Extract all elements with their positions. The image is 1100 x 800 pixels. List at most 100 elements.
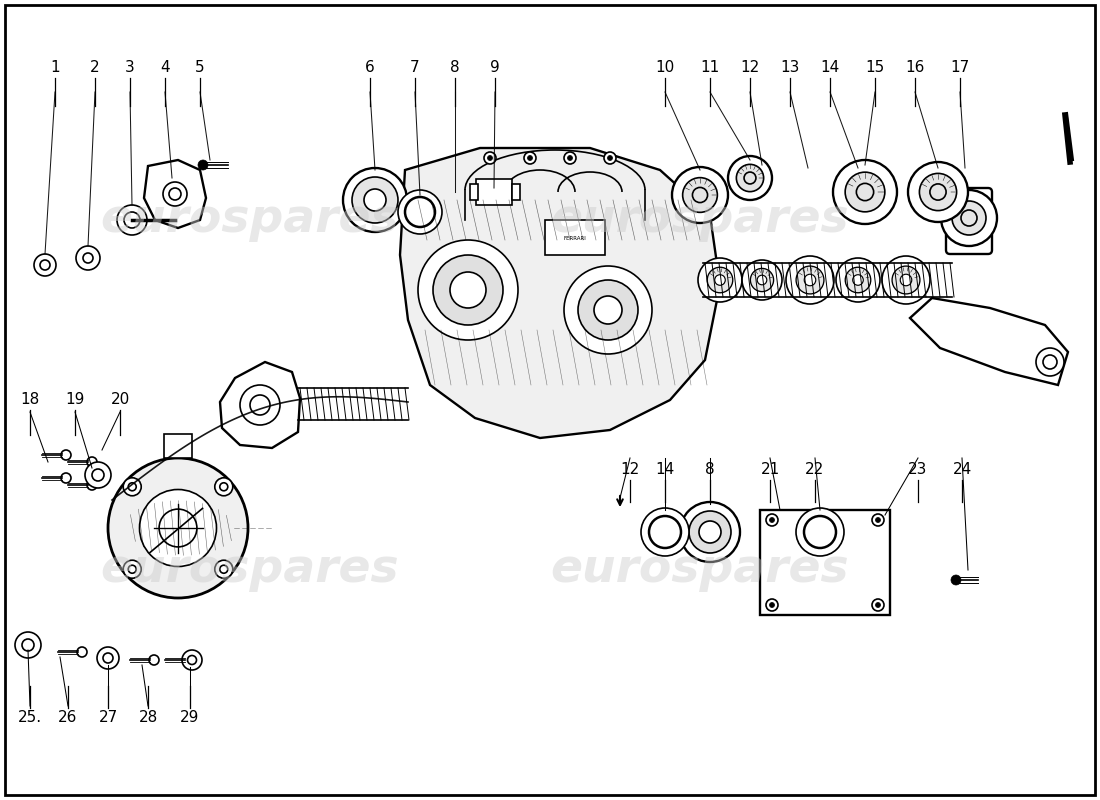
Circle shape [564, 266, 652, 354]
Circle shape [770, 602, 774, 607]
Circle shape [578, 280, 638, 340]
Circle shape [836, 258, 880, 302]
Circle shape [352, 177, 398, 223]
Circle shape [97, 647, 119, 669]
Bar [164, 434, 192, 458]
Text: 27: 27 [98, 710, 118, 726]
Circle shape [184, 655, 194, 665]
Circle shape [715, 274, 725, 286]
Circle shape [698, 258, 742, 302]
Circle shape [728, 156, 772, 200]
Circle shape [796, 266, 824, 294]
Text: 10: 10 [656, 61, 674, 75]
Circle shape [160, 509, 197, 547]
Circle shape [140, 490, 217, 566]
Circle shape [872, 599, 884, 611]
Circle shape [892, 266, 920, 294]
Circle shape [882, 256, 930, 304]
Circle shape [568, 155, 572, 161]
Text: 7: 7 [410, 61, 420, 75]
FancyBboxPatch shape [946, 188, 992, 254]
Circle shape [607, 155, 613, 161]
Circle shape [34, 254, 56, 276]
Circle shape [698, 521, 720, 543]
Circle shape [707, 267, 733, 293]
Text: eurospares: eurospares [101, 198, 399, 242]
Circle shape [484, 152, 496, 164]
Text: 4: 4 [161, 61, 169, 75]
Circle shape [833, 160, 896, 224]
Text: 1: 1 [51, 61, 59, 75]
Circle shape [182, 650, 202, 670]
Circle shape [524, 152, 536, 164]
Circle shape [604, 152, 616, 164]
Circle shape [343, 168, 407, 232]
Circle shape [742, 260, 782, 300]
Text: 12: 12 [620, 462, 639, 478]
Circle shape [952, 575, 961, 585]
Bar [476, 179, 512, 205]
Text: 8: 8 [705, 462, 715, 478]
Bar [512, 184, 520, 200]
Text: 2: 2 [90, 61, 100, 75]
Circle shape [214, 478, 233, 496]
Circle shape [845, 172, 884, 212]
Circle shape [123, 478, 141, 496]
Circle shape [786, 256, 834, 304]
Circle shape [757, 275, 767, 285]
Circle shape [940, 190, 997, 246]
Circle shape [952, 201, 986, 235]
Circle shape [487, 155, 493, 161]
Circle shape [876, 602, 880, 607]
Circle shape [123, 560, 141, 578]
Circle shape [198, 160, 208, 170]
Circle shape [672, 167, 728, 223]
Text: 16: 16 [905, 61, 925, 75]
Polygon shape [400, 148, 720, 438]
Circle shape [214, 560, 233, 578]
Circle shape [85, 462, 111, 488]
Circle shape [450, 272, 486, 308]
Circle shape [1036, 348, 1064, 376]
Polygon shape [910, 298, 1068, 385]
Text: 28: 28 [139, 710, 157, 726]
Circle shape [76, 246, 100, 270]
Circle shape [900, 274, 912, 286]
Text: 20: 20 [110, 393, 130, 407]
Circle shape [683, 178, 717, 212]
Text: eurospares: eurospares [101, 547, 399, 593]
Text: 8: 8 [450, 61, 460, 75]
Text: 17: 17 [950, 61, 969, 75]
Circle shape [876, 518, 880, 522]
Text: 14: 14 [656, 462, 674, 478]
Text: 15: 15 [866, 61, 884, 75]
Polygon shape [220, 362, 300, 448]
Text: 12: 12 [740, 61, 760, 75]
Circle shape [641, 508, 689, 556]
Circle shape [15, 632, 41, 658]
Circle shape [108, 458, 248, 598]
Bar [544, 220, 605, 255]
Circle shape [418, 240, 518, 340]
Circle shape [750, 268, 773, 292]
Circle shape [163, 182, 187, 206]
Circle shape [770, 518, 774, 522]
Circle shape [680, 502, 740, 562]
Text: 3: 3 [125, 61, 135, 75]
Circle shape [872, 514, 884, 526]
Text: 14: 14 [821, 61, 839, 75]
Circle shape [87, 457, 97, 467]
Text: 6: 6 [365, 61, 375, 75]
Circle shape [594, 296, 621, 324]
Circle shape [845, 267, 871, 293]
Text: eurospares: eurospares [551, 547, 849, 593]
Text: eurospares: eurospares [551, 198, 849, 242]
Text: 25.: 25. [18, 710, 42, 726]
Circle shape [564, 152, 576, 164]
Circle shape [77, 647, 87, 657]
Bar [470, 184, 478, 200]
Text: 21: 21 [760, 462, 780, 478]
Circle shape [240, 385, 280, 425]
Polygon shape [144, 160, 206, 228]
Circle shape [528, 155, 532, 161]
